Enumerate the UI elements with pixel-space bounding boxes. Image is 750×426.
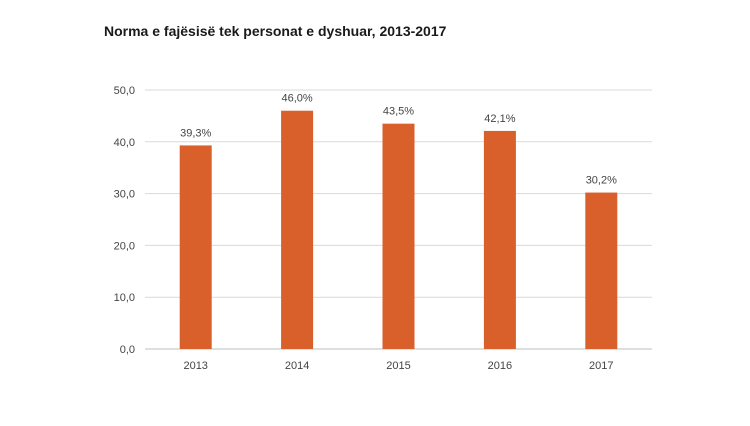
x-tick-label: 2017: [589, 360, 613, 372]
y-tick-label: 20,0: [114, 240, 135, 252]
x-tick-label: 2016: [488, 360, 512, 372]
y-tick-label: 30,0: [114, 189, 135, 201]
data-label: 43,5%: [383, 106, 414, 118]
y-tick-label: 50,0: [114, 85, 135, 97]
x-tick-label: 2013: [183, 360, 207, 372]
y-tick-label: 0,0: [120, 344, 135, 356]
x-tick-label: 2014: [285, 360, 309, 372]
data-label: 39,3%: [180, 127, 211, 139]
chart-title: Norma e fajësisë tek personat e dyshuar,…: [104, 23, 447, 39]
x-tick-label: 2015: [386, 360, 410, 372]
y-tick-label: 10,0: [114, 292, 135, 304]
data-label: 30,2%: [586, 175, 617, 187]
bar-2017: [585, 192, 618, 349]
y-tick-label: 40,0: [114, 137, 135, 149]
data-label: 42,1%: [484, 113, 515, 125]
data-label: 46,0%: [281, 93, 312, 105]
bar-2013: [179, 145, 212, 349]
bar-2015: [382, 123, 415, 349]
bar-2014: [281, 110, 314, 349]
bar-2016: [483, 130, 516, 349]
